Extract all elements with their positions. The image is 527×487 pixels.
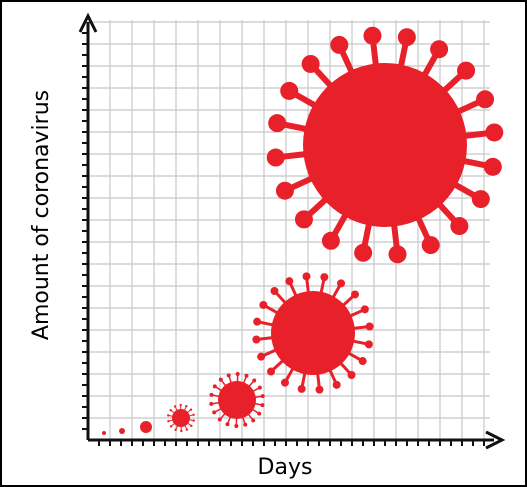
virus-knob (260, 403, 264, 407)
virus-knob (280, 82, 298, 100)
x-axis-label: Days (258, 455, 313, 480)
virus-knob (485, 123, 503, 141)
virus-knob (234, 424, 238, 428)
virus-knob (457, 62, 475, 80)
virus-knob (315, 386, 323, 394)
illustration: Days Amount of coronavirus (0, 0, 527, 487)
virus-knob (193, 419, 195, 421)
y-axis-label: Amount of coronavirus (29, 90, 54, 340)
virus-knob (185, 405, 187, 407)
virus-knob (179, 404, 181, 406)
virus-knob (450, 217, 468, 235)
virus-knob (268, 114, 286, 132)
virus-knob (257, 412, 261, 416)
virus-knob (190, 408, 192, 410)
virus-knob (484, 158, 502, 176)
virus-knob (213, 384, 217, 388)
virus-knob (190, 425, 192, 427)
virus-knob (225, 422, 229, 426)
virus-knob (276, 182, 294, 200)
virus-knob (365, 340, 373, 348)
virus-knob (174, 405, 176, 407)
virus-knob (348, 371, 356, 379)
virus-knob (186, 428, 188, 430)
virus-knob (476, 90, 494, 108)
virus-knob (320, 273, 328, 281)
virus-knob (398, 28, 416, 46)
virus-knob (281, 379, 289, 387)
virus-knob (245, 374, 249, 378)
virus-body (172, 409, 190, 427)
virus-knob (210, 393, 214, 397)
virus-body (102, 431, 106, 435)
virus-knob (337, 279, 345, 287)
virus-knob (167, 420, 169, 422)
virus-knob (359, 357, 367, 365)
virus-knob (472, 190, 490, 208)
virus-knob (430, 40, 448, 58)
virus-knob (243, 423, 247, 427)
virus-knob (366, 323, 374, 331)
virus-knob (180, 430, 182, 432)
virus-knob (298, 385, 306, 393)
virus-knob (218, 417, 222, 421)
virus-knob (174, 429, 176, 431)
virus-knob (169, 409, 171, 411)
virus-knob (285, 277, 293, 285)
virus-knob (354, 244, 372, 262)
virus-body (119, 428, 125, 434)
virus-knob (259, 301, 267, 309)
virus-knob (258, 386, 262, 390)
virus-body (303, 63, 467, 227)
virus-knob (257, 353, 265, 361)
virus-knob (270, 287, 278, 295)
virus-knob (330, 36, 348, 54)
virus-knob (219, 378, 223, 382)
virus-knob (351, 290, 359, 298)
virus-body (140, 421, 152, 433)
virus-knob (302, 55, 320, 73)
virus-knob (389, 245, 407, 263)
virus-knob (192, 414, 194, 416)
virus-knob (227, 373, 231, 377)
virus-knob (422, 236, 440, 254)
virus-knob (167, 414, 169, 416)
virus-knob (303, 272, 311, 280)
virus-knob (252, 379, 256, 383)
virus-knob (361, 305, 369, 313)
virus-knob (333, 381, 341, 389)
virus-knob (363, 27, 381, 45)
virus-knob (170, 425, 172, 427)
virus-knob (209, 402, 213, 406)
virus-knob (236, 372, 240, 376)
virus-knob (267, 149, 285, 167)
virus-knob (295, 210, 313, 228)
virus-knob (322, 232, 340, 250)
virus-body (218, 381, 256, 419)
virus-body (271, 291, 355, 375)
virus-knob (252, 335, 260, 343)
virus-knob (251, 418, 255, 422)
virus-knob (212, 410, 216, 414)
virus-knob (261, 394, 265, 398)
virus-knob (267, 368, 275, 376)
virus-knob (253, 318, 261, 326)
